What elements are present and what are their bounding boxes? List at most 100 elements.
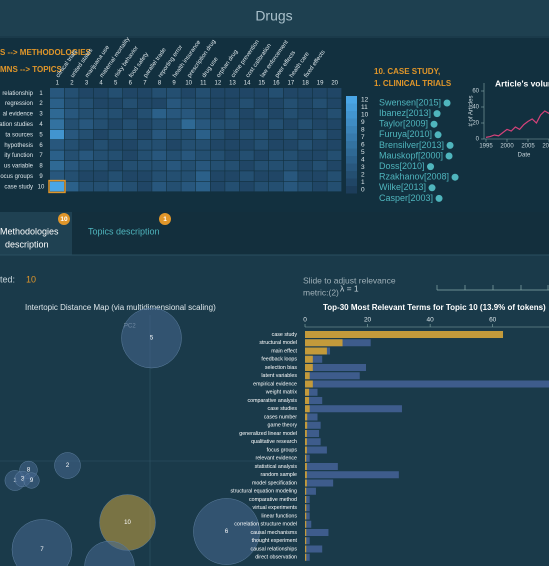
topic-circle[interactable]	[121, 307, 182, 369]
heatmap-cell[interactable]	[254, 140, 269, 150]
heatmap-cell[interactable]	[254, 119, 269, 129]
term-bar[interactable]	[305, 397, 310, 404]
heatmap-cell[interactable]	[50, 129, 64, 140]
term-bar[interactable]	[305, 512, 307, 520]
term-bar[interactable]	[305, 454, 307, 462]
reference-link[interactable]: Casper[2003]	[379, 193, 433, 203]
heatmap-cell[interactable]	[312, 108, 327, 119]
heatmap-cell[interactable]	[123, 140, 137, 150]
heatmap-cell[interactable]	[166, 140, 181, 150]
heatmap-cell[interactable]	[181, 150, 196, 161]
tab-label[interactable]: description	[5, 239, 49, 249]
term-bar[interactable]	[305, 463, 338, 470]
heatmap-cell[interactable]	[50, 98, 64, 109]
heatmap-cell[interactable]	[283, 171, 298, 181]
heatmap-cell[interactable]	[166, 129, 181, 140]
heatmap-cell[interactable]	[79, 98, 94, 109]
heatmap-cell[interactable]	[137, 88, 152, 98]
heatmap-cell[interactable]	[50, 140, 64, 150]
heatmap-cell[interactable]	[196, 160, 210, 171]
heatmap-cell[interactable]	[196, 171, 210, 181]
heatmap-cell[interactable]	[152, 108, 167, 119]
term-bar[interactable]	[305, 413, 318, 421]
heatmap-cell[interactable]	[269, 160, 283, 171]
term-bar[interactable]	[305, 430, 320, 437]
heatmap-cell[interactable]	[298, 129, 313, 140]
reference-link[interactable]: Rzakhanov[2008]	[379, 172, 449, 182]
heatmap-cell[interactable]	[312, 181, 327, 192]
heatmap-cell[interactable]	[93, 171, 108, 181]
heatmap-cell[interactable]	[108, 140, 123, 150]
heatmap-cell[interactable]	[50, 119, 64, 129]
heatmap-cell[interactable]	[196, 181, 210, 192]
heatmap-cell[interactable]	[64, 150, 79, 161]
heatmap-cell[interactable]	[181, 140, 196, 150]
heatmap-cell[interactable]	[298, 108, 313, 119]
heatmap-cell[interactable]	[327, 119, 342, 129]
heatmap-cell[interactable]	[108, 150, 123, 161]
heatmap-cell[interactable]	[239, 140, 254, 150]
topic-circle[interactable]	[193, 498, 260, 565]
heatmap-cell[interactable]	[225, 160, 240, 171]
term-bar[interactable]	[305, 471, 307, 479]
heatmap-cell[interactable]	[210, 150, 225, 161]
term-bar[interactable]	[305, 372, 310, 380]
heatmap-cell[interactable]	[196, 88, 210, 98]
heatmap-cell[interactable]	[283, 181, 298, 192]
heatmap-cell[interactable]	[64, 119, 79, 129]
heatmap-cell[interactable]	[79, 160, 94, 171]
heatmap-cell[interactable]	[93, 181, 108, 192]
heatmap-cell[interactable]	[210, 129, 225, 140]
heatmap-cell[interactable]	[283, 108, 298, 119]
heatmap-cell[interactable]	[137, 150, 152, 161]
heatmap-cell[interactable]	[123, 171, 137, 181]
heatmap-cell[interactable]	[50, 150, 64, 161]
heatmap-cell[interactable]	[283, 119, 298, 129]
heatmap-cell[interactable]	[283, 140, 298, 150]
heatmap-cell[interactable]	[269, 140, 283, 150]
term-bar[interactable]	[305, 421, 321, 429]
heatmap-cell[interactable]	[108, 181, 123, 192]
heatmap-cell[interactable]	[254, 181, 269, 192]
heatmap-cell[interactable]	[312, 119, 327, 129]
heatmap-cell[interactable]	[225, 181, 240, 192]
term-bar[interactable]	[305, 496, 307, 503]
heatmap-cell[interactable]	[298, 119, 313, 129]
heatmap-cell[interactable]	[93, 140, 108, 150]
heatmap-cell[interactable]	[269, 108, 283, 119]
heatmap-cell[interactable]	[137, 160, 152, 171]
heatmap-cell[interactable]	[298, 171, 313, 181]
heatmap-cell[interactable]	[327, 181, 342, 192]
term-bar[interactable]	[305, 487, 316, 495]
term-bar[interactable]	[305, 545, 323, 553]
term-bar[interactable]	[305, 537, 307, 545]
heatmap-cell[interactable]	[152, 140, 167, 150]
term-bar[interactable]	[305, 355, 323, 363]
heatmap-cell[interactable]	[196, 150, 210, 161]
reference-link[interactable]: Wilke[2013]	[379, 182, 426, 192]
heatmap-cell[interactable]	[254, 129, 269, 140]
term-bar[interactable]	[305, 388, 310, 396]
heatmap-cell[interactable]	[312, 98, 327, 109]
reference-link[interactable]: Mauskopf[2000]	[379, 150, 443, 160]
heatmap-cell[interactable]	[64, 108, 79, 119]
heatmap-cell[interactable]	[64, 181, 79, 192]
term-bar[interactable]	[305, 347, 327, 355]
heatmap-cell[interactable]	[239, 129, 254, 140]
term-bar[interactable]	[305, 388, 318, 396]
heatmap-cell[interactable]	[254, 108, 269, 119]
heatmap-cell[interactable]	[298, 98, 313, 109]
term-bar[interactable]	[305, 529, 307, 536]
term-bar[interactable]	[305, 372, 360, 380]
heatmap-cell[interactable]	[79, 119, 94, 129]
heatmap-cell[interactable]	[327, 108, 342, 119]
heatmap-cell[interactable]	[327, 140, 342, 150]
heatmap-cell[interactable]	[210, 108, 225, 119]
term-bar[interactable]	[305, 520, 312, 528]
heatmap-cell[interactable]	[79, 129, 94, 140]
heatmap-cell[interactable]	[166, 150, 181, 161]
heatmap-cell[interactable]	[123, 88, 137, 98]
term-bar[interactable]	[305, 479, 334, 487]
heatmap-cell[interactable]	[108, 119, 123, 129]
heatmap-cell[interactable]	[283, 98, 298, 109]
